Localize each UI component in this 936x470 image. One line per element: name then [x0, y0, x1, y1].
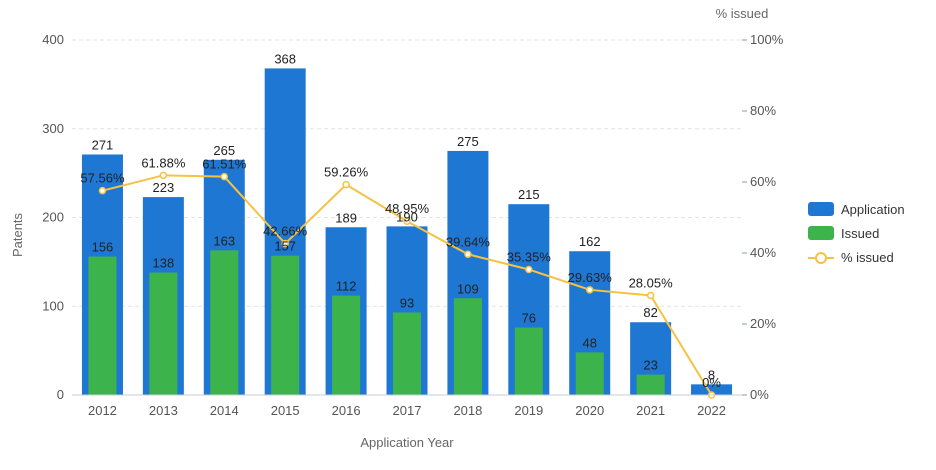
issued-bar: [210, 250, 239, 395]
issued-value-label: 157: [274, 239, 296, 254]
application-value-label: 223: [153, 180, 175, 195]
percent-issued-point: [220, 172, 229, 181]
application-value-label: 368: [274, 51, 296, 66]
legend-swatch-issued: [808, 226, 834, 240]
percent-issued-point: [342, 180, 350, 189]
legend-swatch-marker: [815, 252, 827, 264]
percent-issued-point: [585, 286, 594, 294]
y2-tick-label: 100%: [750, 32, 784, 47]
percent-issued-point: [159, 171, 168, 180]
percent-value-label: 59.26%: [324, 165, 369, 180]
application-value-label: 215: [518, 187, 540, 202]
percent-issued-point: [525, 265, 533, 274]
percent-value-label: 0%: [702, 375, 721, 390]
issued-value-label: 76: [522, 311, 536, 326]
legend-item-issued[interactable]: Issued: [808, 226, 879, 241]
x-tick-label: 2020: [575, 403, 604, 418]
x-tick-label: 2014: [210, 403, 239, 418]
percent-value-label: 39.64%: [446, 234, 491, 249]
legend-label-issued: Issued: [841, 226, 879, 241]
x-tick-label: 2012: [88, 403, 117, 418]
y2-tick-label: 80%: [750, 103, 776, 118]
percent-value-label: 48.95%: [385, 201, 430, 216]
issued-value-label: 93: [400, 295, 414, 310]
issued-bar: [575, 352, 604, 395]
legend-item-percent-issued[interactable]: % issued: [808, 250, 894, 265]
legend: Application Issued % issued: [808, 202, 905, 265]
data-labels: 271 223 265 368 189 190 275 215 162 82 8 156 138 163 1…: [80, 51, 721, 390]
percent-issued-point: [403, 217, 411, 225]
percent-value-label: 28.05%: [629, 275, 674, 290]
percent-value-label: 42.66%: [263, 224, 308, 239]
percent-issued-point: [281, 239, 289, 248]
issued-bar: [271, 255, 300, 395]
x-tick-label: 2021: [636, 403, 665, 418]
x-tick-label: 2017: [393, 403, 422, 418]
issued-bar: [453, 298, 482, 395]
y-tick-label: 400: [42, 32, 64, 47]
percent-issued-point: [98, 186, 107, 195]
issued-bar: [393, 312, 421, 395]
percent-value-label: 61.51%: [202, 157, 247, 172]
issued-value-label: 156: [92, 240, 114, 255]
percent-value-label: 29.63%: [568, 270, 613, 285]
application-value-label: 189: [335, 210, 357, 225]
y2-tick-label: 60%: [750, 174, 776, 189]
issued-bar: [332, 295, 361, 395]
application-value-label: 8: [708, 367, 715, 382]
legend-item-application[interactable]: Application: [808, 202, 905, 217]
y-tick-label: 300: [42, 121, 64, 136]
percent-value-label: 35.35%: [507, 250, 552, 265]
legend-label-application: Application: [841, 202, 905, 217]
percent-value-label: 57.56%: [80, 171, 125, 186]
y2-axis-title: % issued: [716, 6, 769, 21]
issued-bar: [88, 256, 117, 395]
y2-tick-label: 20%: [750, 316, 776, 331]
x-tick-label: 2016: [332, 403, 361, 418]
legend-swatch-application: [808, 202, 834, 216]
application-value-label: 265: [213, 143, 235, 158]
y2-tick-label: 40%: [750, 245, 776, 260]
application-value-label: 271: [92, 137, 114, 152]
y-tick-label: 0: [57, 387, 64, 402]
y-tick-label: 200: [42, 210, 64, 225]
application-value-label: 162: [579, 234, 601, 249]
y-axis-title: Patents: [10, 212, 25, 257]
x-tick-label: 2022: [697, 403, 726, 418]
issued-value-label: 112: [336, 279, 357, 294]
x-tick-label: 2019: [514, 403, 543, 418]
application-bar: [691, 384, 733, 395]
issued-value-label: 109: [457, 281, 479, 296]
percent-issued-point: [464, 250, 472, 259]
application-value-label: 275: [457, 134, 479, 149]
application-value-label: 82: [643, 305, 657, 320]
percent-value-label: 61.88%: [141, 155, 186, 170]
issued-value-label: 48: [582, 335, 596, 350]
y2-tick-label: 0%: [750, 387, 769, 402]
application-value-label: 190: [396, 209, 418, 224]
issued-value-label: 138: [153, 256, 175, 271]
issued-bar: [149, 272, 178, 395]
x-tick-label: 2013: [149, 403, 178, 418]
x-tick-label: 2018: [453, 403, 482, 418]
issued-value-label: 163: [213, 233, 235, 248]
issued-bars: [88, 250, 665, 395]
issued-value-label: 23: [643, 358, 657, 373]
issued-bar: [636, 374, 665, 395]
y-tick-label: 100: [42, 298, 64, 313]
x-tick-label: 2015: [271, 403, 300, 418]
percent-line-group: [98, 171, 716, 399]
x-axis-title: Application Year: [360, 435, 454, 450]
issued-bar: [514, 327, 543, 395]
legend-label-percent-issued: % issued: [841, 250, 894, 265]
percent-issued-point: [646, 291, 655, 300]
